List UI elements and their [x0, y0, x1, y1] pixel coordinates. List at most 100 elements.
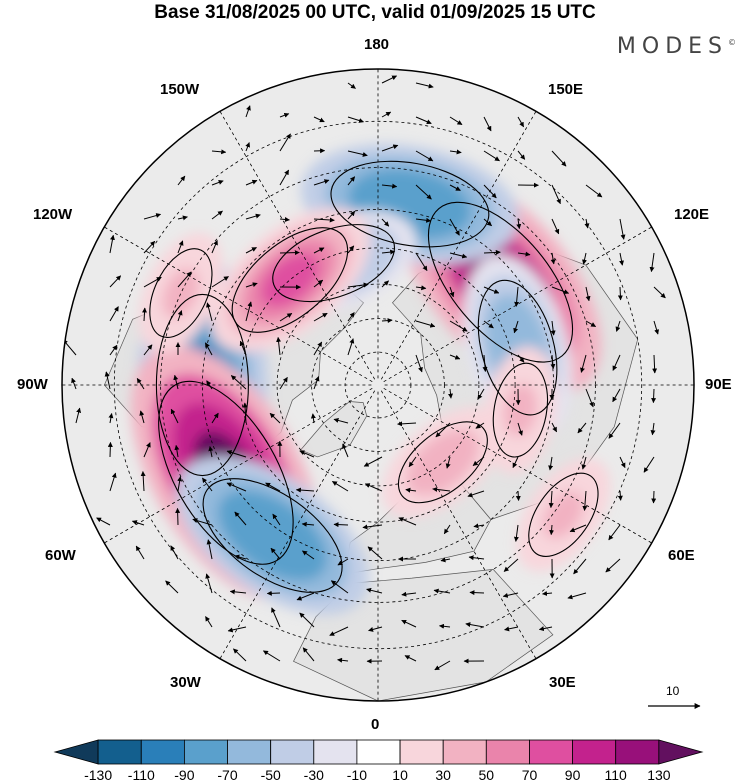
wind-arrow — [585, 184, 603, 198]
wind-arrow — [206, 539, 213, 560]
colorbar-swatch — [53, 739, 99, 765]
wind-arrow — [245, 105, 251, 118]
wind-arrow — [245, 247, 257, 254]
anomaly-contour — [397, 421, 488, 504]
wind-arrow — [577, 422, 587, 434]
wind-arrow — [439, 623, 451, 629]
wind-arrow — [467, 490, 485, 498]
anomaly-cell — [139, 233, 223, 354]
wind-arrow — [449, 184, 461, 191]
wind-arrow — [581, 456, 587, 470]
wind-arrow — [109, 306, 119, 322]
wind-arrow — [177, 310, 183, 322]
wind-arrow — [299, 450, 315, 458]
colorbar-swatch — [615, 739, 660, 765]
wind-arrow — [233, 648, 247, 662]
wind-arrow — [364, 483, 383, 492]
wind-arrow — [549, 524, 555, 536]
latitude-circle — [113, 120, 643, 650]
wind-arrow — [279, 216, 290, 222]
lon-label-150e: 150E — [548, 81, 584, 98]
colorbar-swatch — [572, 739, 617, 765]
wind-arrow — [381, 218, 390, 227]
wind-arrow — [143, 344, 153, 356]
wind-arrow — [301, 550, 315, 560]
wind-arrow — [448, 388, 453, 399]
wind-arrow — [405, 487, 417, 493]
colorbar-tick-label: -110 — [127, 767, 155, 783]
wind-arrow — [381, 249, 396, 255]
wind-arrow — [550, 354, 556, 370]
wind-arrow — [139, 410, 145, 424]
wind-arrow — [584, 218, 590, 229]
wind-arrow — [363, 456, 383, 467]
wind-arrow — [177, 175, 186, 186]
anomaly-contour — [202, 478, 343, 593]
wind-arrow — [136, 377, 145, 390]
graticule — [62, 69, 694, 701]
anomaly-contour — [149, 248, 213, 339]
wind-arrow — [472, 456, 485, 466]
wind-arrow — [433, 588, 451, 594]
colorbar-tick-label: -130 — [84, 767, 113, 783]
wind-arrow — [617, 286, 623, 301]
wind-arrow — [347, 82, 356, 89]
wind-arrow — [548, 456, 554, 471]
wind-arrow — [538, 626, 553, 632]
wind-arrow — [313, 247, 325, 254]
wind-arrow — [612, 388, 621, 403]
wind-arrow — [415, 82, 434, 89]
wind-arrow — [415, 184, 432, 200]
wind-arrow — [449, 320, 468, 332]
colorbar-tick-label: 130 — [647, 767, 671, 783]
reference-vector-label: 10 — [666, 684, 680, 698]
colorbar-tick-label: 10 — [392, 767, 408, 783]
anomaly-band — [418, 439, 468, 485]
wind-arrow — [619, 252, 624, 266]
wind-arrow — [585, 286, 591, 302]
lon-label-60w: 60W — [45, 547, 76, 564]
lon-label-150w: 150W — [160, 81, 200, 98]
anomaly-contour — [492, 362, 549, 458]
wind-arrow — [551, 422, 558, 433]
wind-arrow — [504, 626, 519, 632]
colorbar-tick-label: -90 — [174, 767, 195, 783]
latitude-circle — [276, 283, 480, 487]
wind-arrow — [271, 607, 281, 628]
lon-label-90w: 90W — [17, 376, 48, 393]
lon-label-120e: 120E — [674, 206, 710, 223]
wind-arrow — [517, 251, 531, 257]
wind-arrow — [567, 592, 587, 600]
wind-arrow — [483, 184, 497, 199]
wind-arrow — [503, 558, 519, 572]
map-field — [62, 69, 694, 701]
anomaly-contour — [272, 224, 396, 303]
wind-arrow — [211, 210, 223, 220]
latitude-circle — [311, 318, 445, 452]
anomaly-cell — [484, 346, 557, 474]
wind-arrow — [465, 622, 485, 628]
wind-arrow — [208, 446, 214, 458]
wind-arrow — [279, 112, 290, 118]
wind-arrow — [109, 344, 118, 356]
wind-arrow — [211, 149, 227, 155]
wind-arrow — [651, 388, 657, 404]
wind-arrow — [211, 276, 229, 288]
anomaly-band — [239, 507, 307, 564]
colorbar-tick-label: -30 — [303, 767, 324, 783]
brand-logo: MODES© — [617, 34, 736, 59]
colorbar-tick-label: 110 — [604, 767, 627, 783]
wind-arrow — [650, 422, 656, 436]
anomaly-cell — [382, 407, 504, 518]
wind-arrow — [415, 116, 432, 125]
wind-arrow — [415, 252, 428, 272]
wind-arrow — [296, 592, 315, 601]
land-greenland — [300, 401, 368, 458]
colorbar-tick-label: 70 — [521, 767, 538, 783]
wind-arrow — [270, 547, 281, 560]
wind-arrow — [483, 320, 494, 329]
wind-arrow — [96, 517, 111, 526]
wind-arrow — [569, 524, 587, 533]
wind-arrow — [313, 179, 330, 186]
